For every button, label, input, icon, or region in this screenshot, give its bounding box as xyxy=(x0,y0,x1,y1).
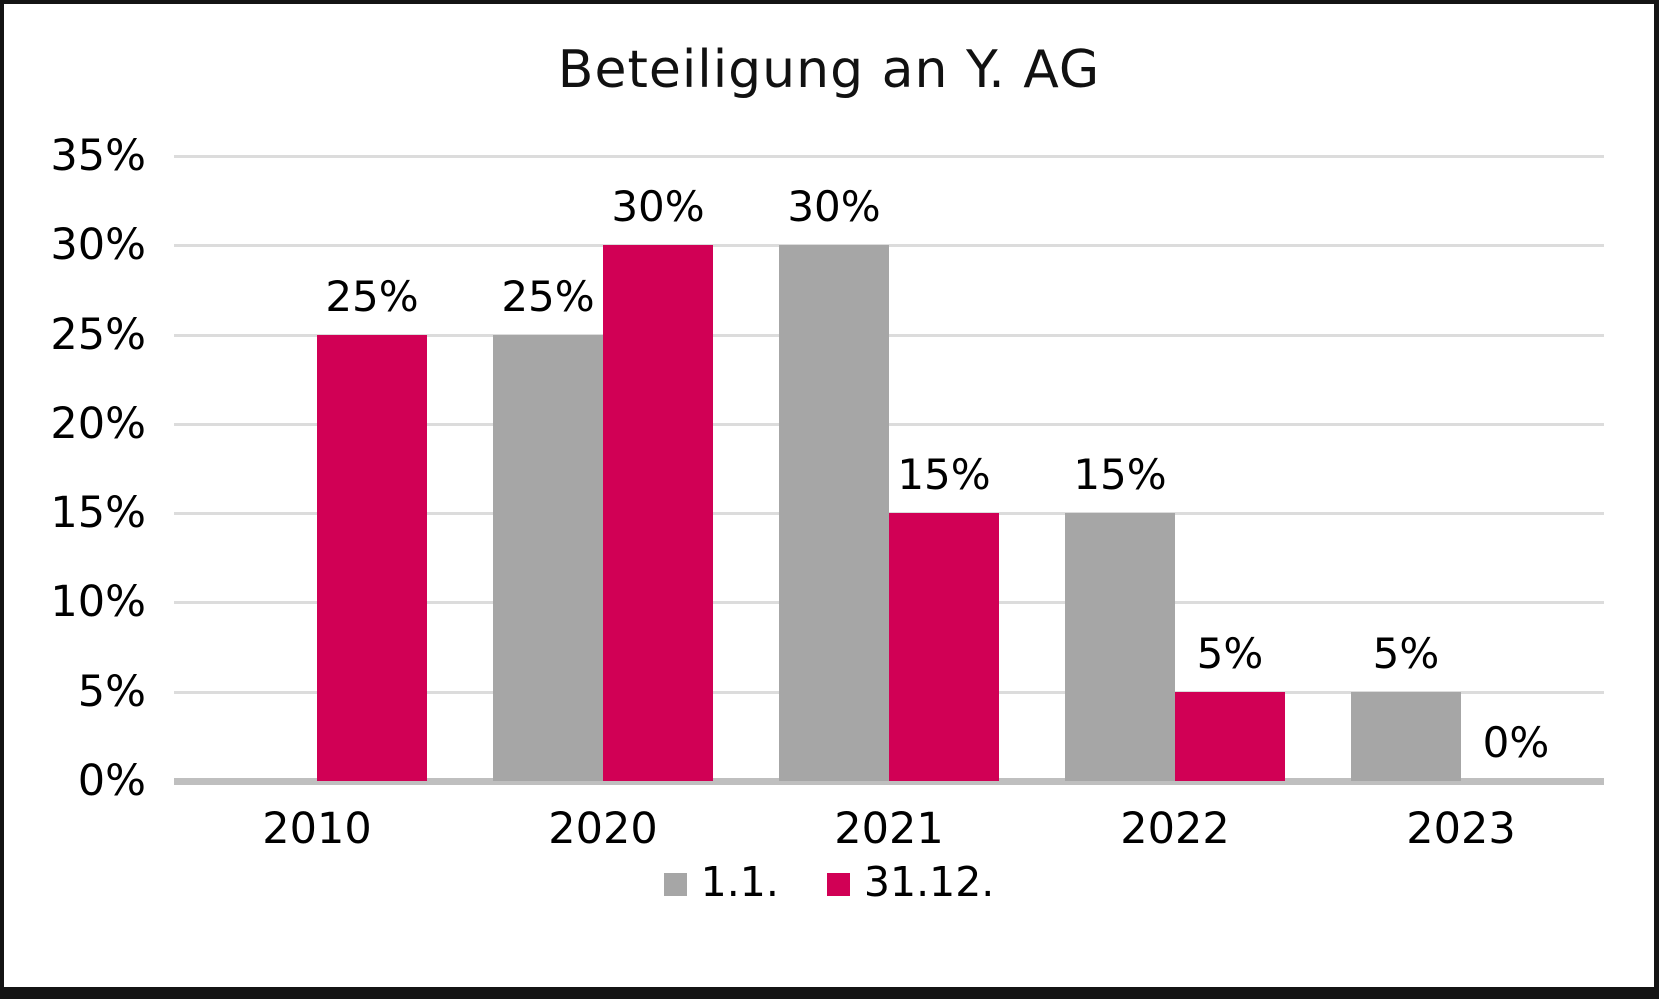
bar-3112-2020 xyxy=(603,245,713,781)
y-tick-30: 30% xyxy=(50,220,146,271)
legend-item-series2: 31.12. xyxy=(826,858,995,906)
x-axis-line xyxy=(174,778,1604,785)
bar-3112-2022 xyxy=(1175,691,1285,781)
legend-swatch-crimson xyxy=(826,872,850,896)
data-label-11-2021: 30% xyxy=(787,182,881,232)
y-tick-0: 0% xyxy=(77,756,146,806)
chart-title: Beteiligung an Y. AG xyxy=(557,40,1101,100)
legend-label-series2: 31.12. xyxy=(863,858,995,906)
x-tick-2021: 2021 xyxy=(834,804,944,854)
bar-3112-2021 xyxy=(889,513,999,781)
y-tick-10: 10% xyxy=(50,577,146,628)
legend-label-series1: 1.1. xyxy=(700,858,779,906)
gridline-30 xyxy=(174,244,1604,248)
bar-3112-2010 xyxy=(317,334,427,781)
gridline-20 xyxy=(174,422,1604,426)
legend-swatch-gray xyxy=(663,872,687,896)
x-tick-2023: 2023 xyxy=(1406,804,1516,854)
y-tick-15: 15% xyxy=(50,488,146,539)
data-label-11-2023: 5% xyxy=(1372,628,1440,678)
x-tick-2010: 2010 xyxy=(262,804,372,854)
y-tick-5: 5% xyxy=(77,666,146,717)
data-label-3112-2023: 0% xyxy=(1482,718,1550,767)
x-tick-2022: 2022 xyxy=(1120,804,1230,854)
data-label-11-2022: 15% xyxy=(1073,450,1167,500)
gridline-35 xyxy=(174,155,1604,158)
data-label-3112-2022: 5% xyxy=(1196,628,1264,678)
legend: 1.1. 31.12. xyxy=(4,858,1654,906)
data-label-3112-2021: 15% xyxy=(897,450,991,500)
y-tick-20: 20% xyxy=(50,398,146,449)
bar-11-2022 xyxy=(1065,513,1175,781)
y-tick-25: 25% xyxy=(50,309,146,360)
legend-item-series1: 1.1. xyxy=(663,858,779,906)
plot-area: 25% 30% 15% 5% 25% 30% 15% 5% 0% xyxy=(174,155,1604,785)
data-label-11-2020: 25% xyxy=(501,271,595,321)
bar-11-2021 xyxy=(779,245,889,781)
gridline-25 xyxy=(174,333,1604,337)
bar-11-2020 xyxy=(493,334,603,781)
data-label-3112-2010: 25% xyxy=(325,271,419,321)
bar-11-2023 xyxy=(1351,691,1461,781)
data-label-3112-2020: 30% xyxy=(611,182,705,232)
x-tick-2020: 2020 xyxy=(548,804,658,854)
y-tick-35: 35% xyxy=(50,131,146,181)
